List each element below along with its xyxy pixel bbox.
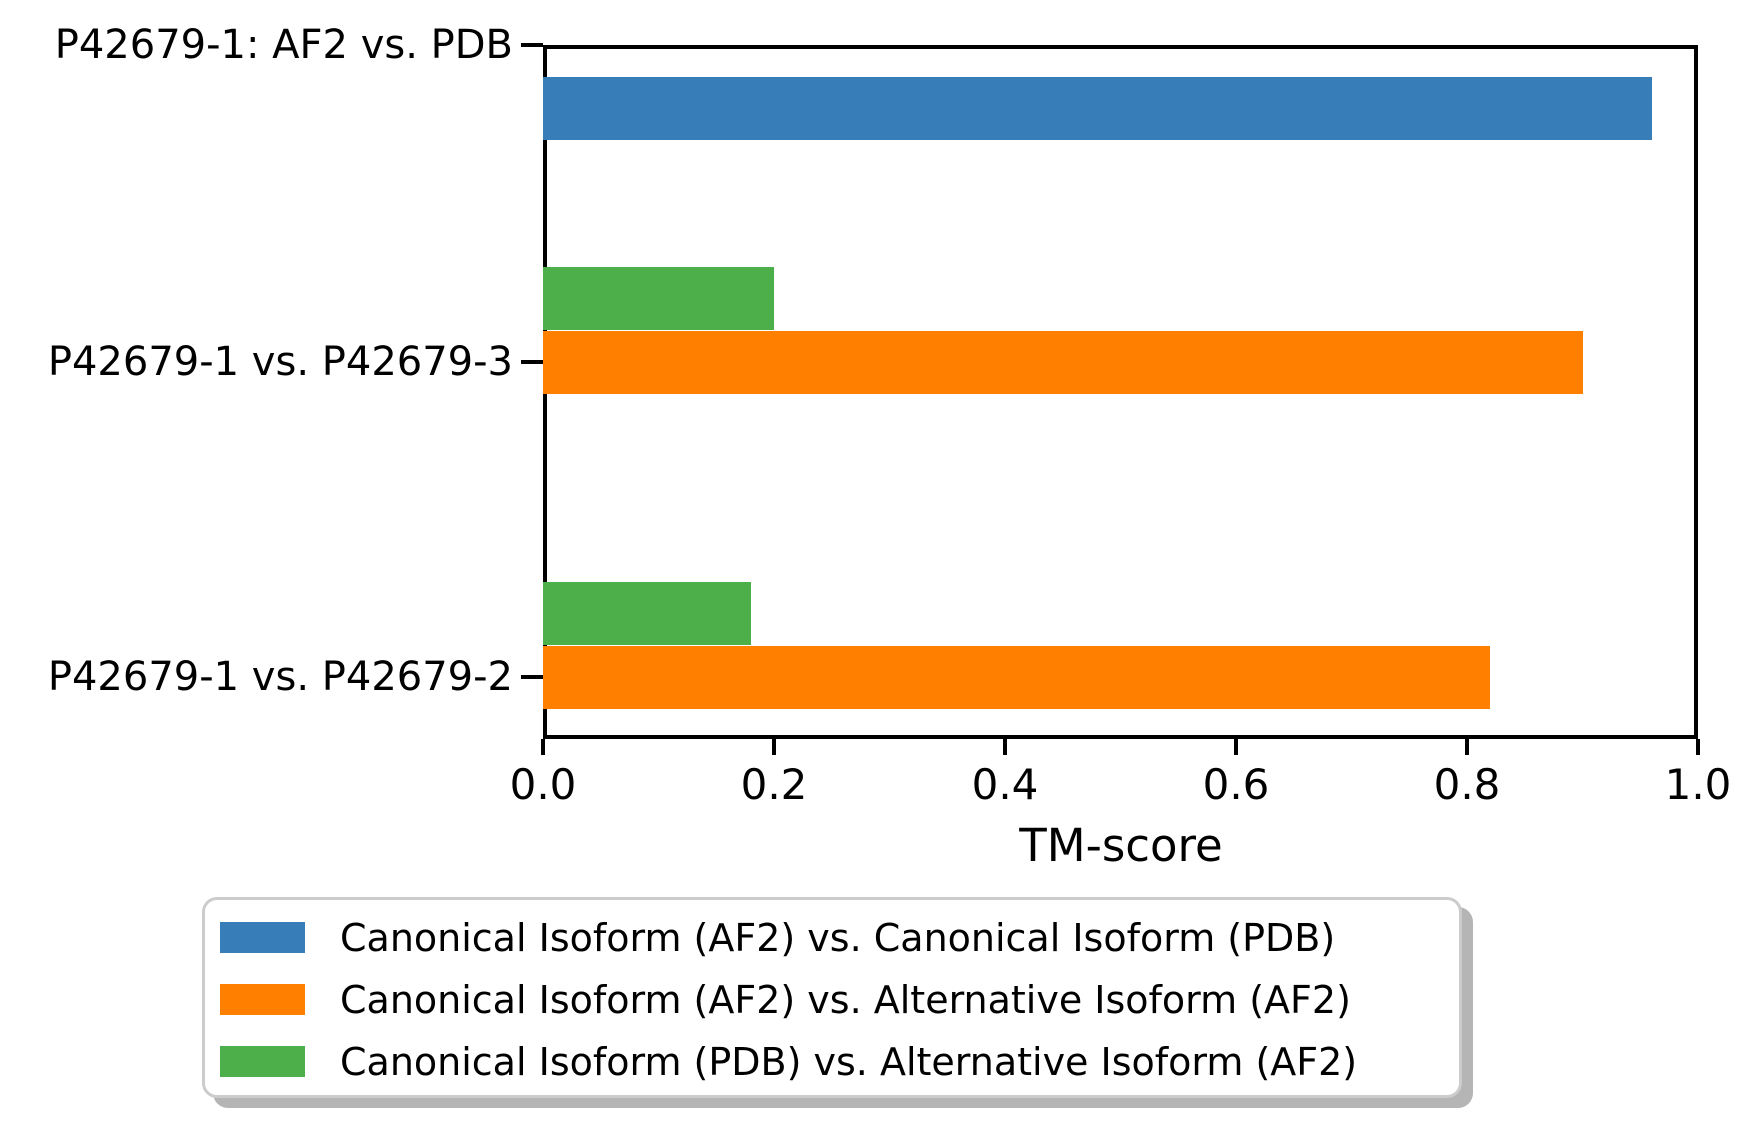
x-tick-label: 0.6 <box>1202 760 1270 809</box>
legend-item-label: Canonical Isoform (AF2) vs. Canonical Is… <box>340 916 1336 960</box>
y-tick-label: P42679-1: AF2 vs. PDB <box>54 22 513 68</box>
legend-color-swatch <box>220 984 305 1015</box>
bar-series-1-cat-2 <box>543 646 1490 709</box>
y-tick-mark <box>521 43 543 47</box>
legend: Canonical Isoform (AF2) vs. Canonical Is… <box>202 897 1462 1098</box>
legend-item: Canonical Isoform (AF2) vs. Alternative … <box>205 969 1459 1031</box>
x-tick-label: 0.2 <box>740 760 808 809</box>
x-tick-mark <box>1234 739 1238 755</box>
x-tick-label: 0.0 <box>509 760 577 809</box>
legend-item: Canonical Isoform (AF2) vs. Canonical Is… <box>205 907 1459 969</box>
y-tick-mark <box>521 675 543 679</box>
x-tick-label: 0.4 <box>971 760 1039 809</box>
legend-item-label: Canonical Isoform (AF2) vs. Alternative … <box>340 978 1351 1022</box>
bar-series-2-cat-2 <box>543 582 751 645</box>
bar-series-0-cat-0 <box>543 77 1652 140</box>
x-tick-mark <box>772 739 776 755</box>
x-tick-mark <box>1003 739 1007 755</box>
y-tick-label: P42679-1 vs. P42679-3 <box>47 339 513 385</box>
x-tick-label: 0.8 <box>1433 760 1501 809</box>
bar-series-2-cat-1 <box>543 267 774 330</box>
x-tick-label: 1.0 <box>1664 760 1732 809</box>
x-tick-mark <box>541 739 545 755</box>
bar-series-1-cat-1 <box>543 331 1583 394</box>
x-tick-mark <box>1465 739 1469 755</box>
y-tick-mark <box>521 360 543 364</box>
x-tick-mark <box>1696 739 1700 755</box>
legend-color-swatch <box>220 922 305 953</box>
legend-item: Canonical Isoform (PDB) vs. Alternative … <box>205 1031 1459 1093</box>
x-axis-title: TM-score <box>1019 819 1223 872</box>
legend-item-label: Canonical Isoform (PDB) vs. Alternative … <box>340 1040 1358 1084</box>
legend-color-swatch <box>220 1046 305 1077</box>
y-tick-label: P42679-1 vs. P42679-2 <box>47 654 513 700</box>
